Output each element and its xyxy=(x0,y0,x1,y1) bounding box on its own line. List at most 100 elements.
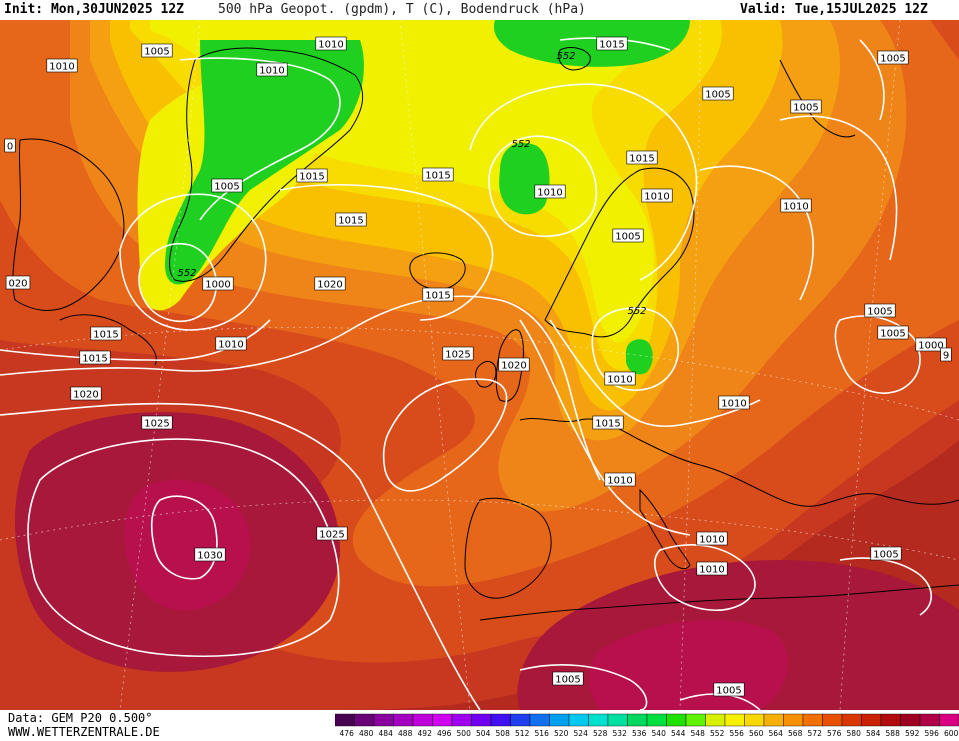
colorbar-segment xyxy=(841,713,862,727)
colorbar-segment xyxy=(510,713,531,727)
labrador-coast xyxy=(59,314,157,366)
colorbar-tick-label: 528 xyxy=(593,729,608,738)
website-link[interactable]: WWW.WETTERZENTRALE.DE xyxy=(8,725,160,739)
svg-text:1020: 1020 xyxy=(73,390,98,401)
isobar-1010-europe xyxy=(549,319,761,428)
colorbar-segment xyxy=(724,713,745,727)
colorbar-tick-label: 484 xyxy=(378,729,393,738)
ireland-coast xyxy=(475,361,497,388)
colorbar-segment xyxy=(666,713,687,727)
isobar-label: 1015 xyxy=(596,36,628,51)
colorbar-segment xyxy=(822,713,843,727)
band-552-greenland xyxy=(165,40,364,285)
isobar-label: 1015 xyxy=(592,415,624,430)
colorbar-segment xyxy=(627,713,648,727)
isobar-label: 1005 xyxy=(877,325,909,340)
colorbar-tick-label: 532 xyxy=(612,729,627,738)
svg-text:1005: 1005 xyxy=(214,182,239,193)
colorbar-tick-label: 600 xyxy=(944,729,959,738)
isobar-label: 1010 xyxy=(604,371,636,386)
geopot-labels: 552 552 552 552 xyxy=(177,51,646,317)
svg-text:1005: 1005 xyxy=(867,307,892,318)
isobar-label: 1000 xyxy=(202,276,234,291)
isobar-1015-iceland xyxy=(279,184,494,321)
lat-lon-grid xyxy=(0,20,959,710)
colorbar-segment xyxy=(880,713,901,727)
isobar-label: 1010 xyxy=(718,395,750,410)
colorbar-segment xyxy=(529,713,550,727)
data-source: Data: GEM P20 0.500° xyxy=(8,711,153,725)
isobar-label: 1005 xyxy=(141,43,173,58)
uk-coast xyxy=(495,329,524,402)
isobar-label: 1010 xyxy=(604,472,636,487)
isobar-label: 1020 xyxy=(498,357,530,372)
weather-map: 552 552 552 552 1005 1010 1010 1010 1015 1005 100… xyxy=(0,20,959,710)
colorbar-segment xyxy=(471,713,492,727)
colorbar-tick-label: 596 xyxy=(924,729,939,738)
africa-coast xyxy=(479,584,959,621)
geopot-label: 552 xyxy=(556,51,575,62)
colorbar-tick-label: 568 xyxy=(788,729,803,738)
colorbar-segment xyxy=(432,713,453,727)
band-552-baltic xyxy=(626,339,653,375)
colorbar-tick-label: 524 xyxy=(573,729,588,738)
colorbar-tick-label: 488 xyxy=(398,729,413,738)
colorbar-segment xyxy=(354,713,375,727)
svg-text:1015: 1015 xyxy=(338,216,363,227)
isobar-1005-greenland xyxy=(119,193,267,331)
colorbar-tick-label: 500 xyxy=(456,729,471,738)
colorbar-segment xyxy=(900,713,921,727)
svg-text:1015: 1015 xyxy=(299,172,324,183)
colorbar-segment xyxy=(607,713,628,727)
colorbar-segment xyxy=(705,713,726,727)
colorbar-segment xyxy=(451,713,472,727)
svg-text:1030: 1030 xyxy=(197,551,222,562)
colorbar-segment xyxy=(393,713,414,727)
isobar-label: 1010 xyxy=(696,531,728,546)
colorbar-segment xyxy=(490,713,511,727)
svg-text:9: 9 xyxy=(943,351,949,362)
svg-text:1015: 1015 xyxy=(595,419,620,430)
isobar-1025-azores xyxy=(382,378,508,492)
colorbar-segment xyxy=(802,713,823,727)
colorbar-tick-label: 476 xyxy=(339,729,354,738)
colorbar-tick-label: 544 xyxy=(671,729,686,738)
isobar-1025-atlantic xyxy=(27,438,340,658)
isobar-label: 1005 xyxy=(702,86,734,101)
init-time: Init: Mon,30JUN2025 12Z xyxy=(4,2,185,17)
svg-text:1005: 1005 xyxy=(873,550,898,561)
isobar-label: 020 xyxy=(5,275,31,290)
colorbar-tick-label: 492 xyxy=(417,729,432,738)
isobar-label: 1005 xyxy=(790,99,822,114)
colorbar-tick-label: 520 xyxy=(554,729,569,738)
svg-text:1015: 1015 xyxy=(629,154,654,165)
isobar-label: 1005 xyxy=(870,546,902,561)
novaya-coast xyxy=(779,59,856,138)
isobar-1010-iceland-east xyxy=(488,135,597,237)
svg-text:1000: 1000 xyxy=(205,280,230,291)
svg-text:1010: 1010 xyxy=(49,62,74,73)
colorbar-segment xyxy=(568,713,589,727)
colorbar-segment xyxy=(783,713,804,727)
colorbar-segment xyxy=(919,713,940,727)
isobar-1015-europe xyxy=(519,319,691,536)
geopot-label: 552 xyxy=(511,139,530,150)
isobar-label: 1015 xyxy=(335,212,367,227)
isobar-label: 1010 xyxy=(780,198,812,213)
valid-time: Valid: Tue,15JUL2025 12Z xyxy=(740,2,928,17)
iberia-coast xyxy=(464,497,552,599)
isobar-1030 xyxy=(150,495,218,580)
isobar-label: 1005 xyxy=(612,228,644,243)
isobar-label: 1015 xyxy=(79,350,111,365)
colorbar-tick-label: 588 xyxy=(885,729,900,738)
chart-header: Init: Mon,30JUN2025 12Z 500 hPa Geopot. … xyxy=(0,0,959,20)
colorbar-segment xyxy=(939,713,959,727)
svg-text:1025: 1025 xyxy=(319,530,344,541)
isobar-label: 1025 xyxy=(442,346,474,361)
isobar-label: 1005 xyxy=(713,682,745,697)
italy-coast xyxy=(639,488,691,570)
colorbar-segment xyxy=(685,713,706,727)
svg-text:1005: 1005 xyxy=(144,47,169,58)
colorbar-tick-label: 496 xyxy=(437,729,452,738)
isobar-1015-west xyxy=(0,295,601,481)
